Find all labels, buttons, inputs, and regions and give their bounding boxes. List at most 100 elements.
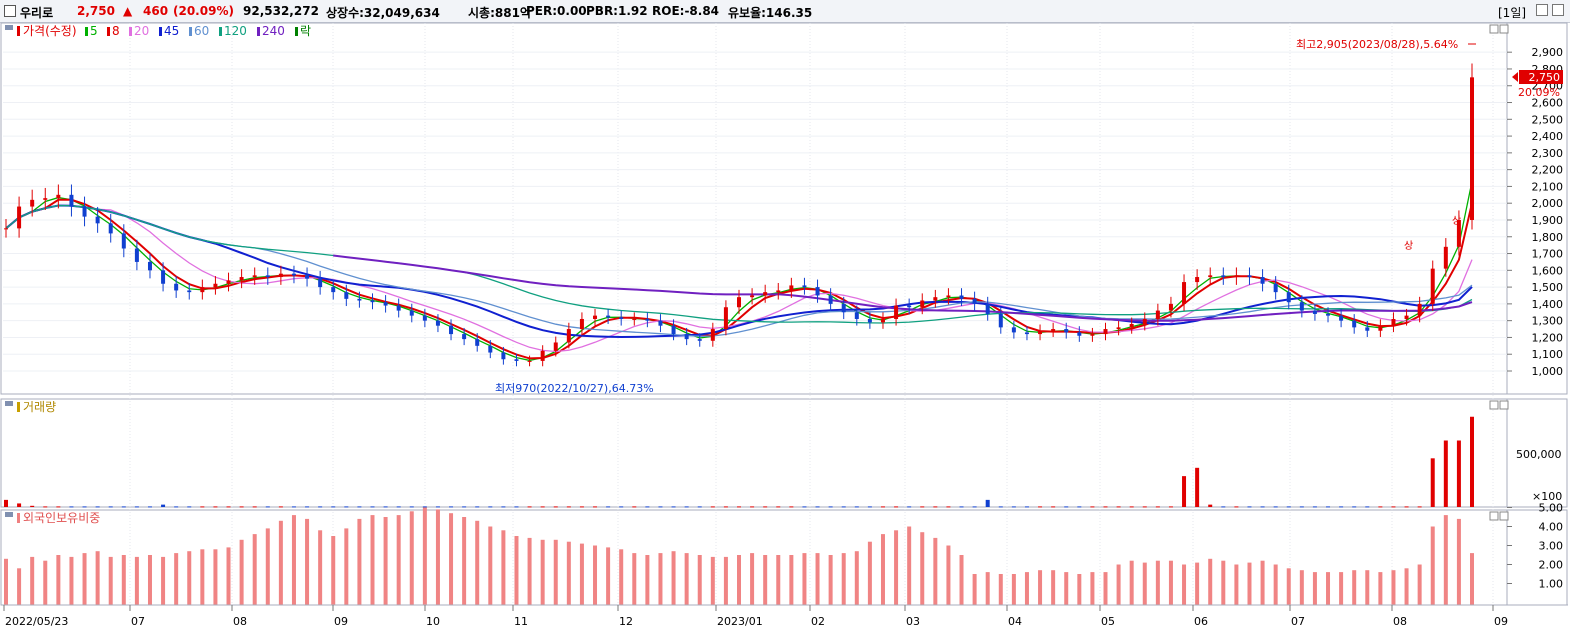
- legend-ma-label: 240: [262, 24, 285, 38]
- volume-bar: [226, 506, 231, 508]
- period-button[interactable]: [1일]: [1498, 6, 1527, 20]
- foreign-ratio-bar: [488, 526, 493, 605]
- foreign-ratio-bar: [593, 545, 598, 605]
- date-tick-label: 04: [1008, 615, 1022, 628]
- volume-bar: [723, 506, 728, 508]
- candle-body: [1430, 268, 1435, 304]
- chart-area[interactable]: 가격(수정) 5 8 20 45 60 120 240 락 1,000 1,100 1,200 1,…: [0, 22, 1570, 629]
- volume-bar: [69, 506, 74, 508]
- volume-bar: [998, 506, 1003, 508]
- volume-bar: [1417, 506, 1422, 508]
- candle-body: [462, 334, 467, 340]
- panel-handle-icon[interactable]: [5, 25, 13, 30]
- volume-bars: [4, 416, 1474, 508]
- per-value: PER:0.00: [526, 4, 587, 18]
- candle-body: [1286, 292, 1291, 303]
- legend-ma-marker: [129, 27, 132, 36]
- volume-bar: [1024, 506, 1029, 508]
- volume-bar: [1038, 506, 1043, 508]
- candle-body: [318, 278, 323, 288]
- foreign-ratio-bar: [619, 549, 624, 605]
- candle-body: [815, 287, 820, 296]
- current-price-tag: 2,750 20.09%: [1512, 70, 1563, 99]
- volume-bar: [645, 506, 650, 508]
- date-tick-label: 10: [426, 615, 440, 628]
- volume-panel-title: 거래량: [23, 400, 56, 414]
- candle-body: [553, 342, 558, 351]
- foreign-ratio-bars: [4, 507, 1474, 605]
- panel-minimize-button[interactable]: [1489, 400, 1499, 410]
- candle-body: [435, 320, 440, 326]
- close-button[interactable]: [1552, 4, 1564, 16]
- ma-line-20: [5, 204, 1473, 353]
- low-annotation: 최저970(2022/10/27),64.73%: [495, 382, 654, 395]
- candle-body: [1208, 275, 1213, 278]
- date-tick-label: 2022/05/23: [5, 615, 68, 628]
- foreign-ratio-bar: [95, 551, 100, 605]
- volume-bar: [684, 506, 689, 508]
- volume-bar: [1352, 506, 1357, 508]
- select-checkbox[interactable]: [4, 5, 16, 17]
- foreign-ratio-bar: [252, 534, 257, 605]
- date-tick-label: 12: [619, 615, 633, 628]
- candle-body: [1168, 303, 1173, 311]
- candle-body: [30, 199, 35, 207]
- volume-bar: [907, 506, 912, 508]
- volume-bar: [1208, 504, 1213, 507]
- volume-bar: [632, 506, 637, 508]
- volume-bar: [501, 506, 506, 508]
- volume-bar: [1011, 506, 1016, 508]
- legend-volume-marker: [17, 402, 20, 412]
- ratio-tick-label: 2.00: [1539, 559, 1564, 572]
- foreign-ratio-bar: [187, 551, 192, 605]
- foreign-ratio-bar: [828, 555, 833, 605]
- candle-body: [1443, 246, 1448, 269]
- foreign-ratio-bar: [527, 537, 532, 605]
- volume-bar: [815, 506, 820, 508]
- foreign-ratio-bar: [200, 549, 205, 605]
- ratio-tick-label: 1.00: [1539, 578, 1564, 591]
- foreign-ratio-bar: [383, 517, 388, 605]
- panel-close-button[interactable]: [1499, 24, 1509, 34]
- foreign-ratio-bar: [134, 556, 139, 605]
- maximize-button[interactable]: [1536, 4, 1548, 16]
- foreign-ratio-bar: [422, 507, 427, 605]
- foreign-ratio-bar: [1142, 562, 1147, 605]
- legend-ma-marker: [85, 27, 88, 36]
- panel-minimize-button[interactable]: [1489, 24, 1499, 34]
- panel-close-button[interactable]: [1499, 400, 1509, 410]
- candle-body: [488, 345, 493, 353]
- date-tick-label: 07: [1291, 615, 1305, 628]
- foreign-ratio-bar: [1365, 570, 1370, 605]
- legend-ma-marker: [107, 27, 110, 36]
- volume-bar: [1286, 506, 1291, 508]
- ma-line-45: [5, 204, 1473, 339]
- date-tick-label: 09: [334, 615, 348, 628]
- volume-bar: [161, 504, 166, 507]
- volume-bar: [1051, 506, 1056, 508]
- panel-handle-icon[interactable]: [5, 401, 13, 406]
- volume-bar: [265, 506, 270, 508]
- foreign-ratio-bar: [1417, 564, 1422, 605]
- candle-body: [187, 290, 192, 293]
- candle-body: [985, 303, 990, 314]
- pbr-value: PBR:1.92: [586, 4, 648, 18]
- volume-bar: [1365, 506, 1370, 508]
- foreign-ratio-bar: [174, 553, 179, 605]
- candle-body: [331, 287, 336, 293]
- panel-close-button[interactable]: [1499, 511, 1509, 521]
- panel-handle-icon[interactable]: [5, 512, 13, 517]
- candle-body: [1247, 275, 1252, 278]
- volume-unit-label: ×100: [1532, 490, 1562, 503]
- ratio-tick-label: 3.00: [1539, 540, 1564, 553]
- foreign-ratio-bar: [43, 560, 48, 605]
- candle-body: [161, 270, 166, 284]
- panel-border: [0, 22, 1568, 395]
- panel-minimize-button[interactable]: [1489, 511, 1499, 521]
- volume-bar: [540, 506, 545, 508]
- candle-body: [972, 298, 977, 304]
- foreign-ratio-bar: [907, 526, 912, 605]
- volume-bar: [396, 506, 401, 508]
- volume-bar: [121, 506, 126, 508]
- candle-body: [305, 275, 310, 279]
